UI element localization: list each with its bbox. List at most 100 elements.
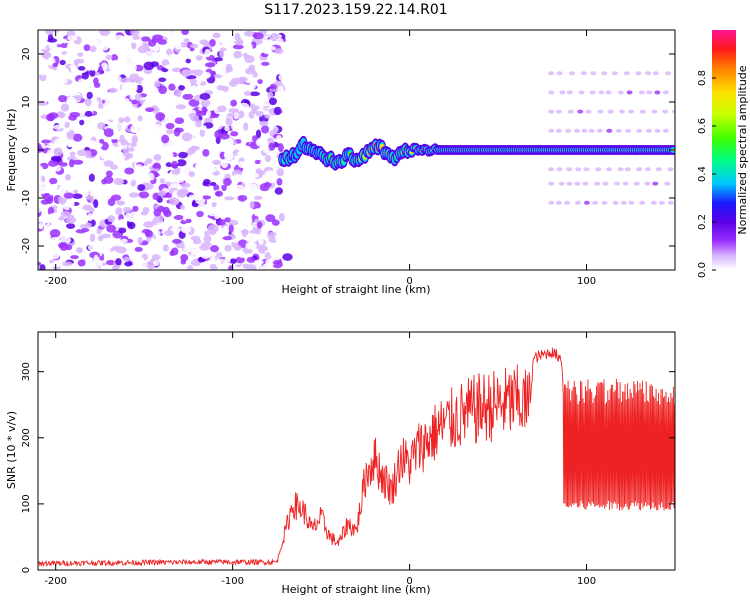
colorbar: 0.0 0.2 0.4 0.6 0.8 Normalized spectral ampl… (697, 30, 749, 278)
noise-blob (251, 135, 259, 142)
noise-blob (134, 217, 142, 223)
noise-blob (173, 215, 184, 220)
harmonic-blob (626, 90, 633, 95)
noise-blob (99, 138, 105, 144)
noise-blob (40, 92, 51, 97)
noise-blob (124, 261, 133, 267)
harmonic-blob (605, 167, 612, 172)
noise-blob (269, 83, 277, 90)
noise-blob (168, 53, 176, 59)
noise-blob (63, 127, 71, 133)
noise-blob (96, 259, 103, 267)
noise-blob (277, 143, 284, 152)
noise-blob (133, 200, 142, 206)
noise-blob (47, 33, 54, 42)
harmonic-blob (624, 167, 631, 172)
noise-blob (245, 79, 256, 84)
noise-blob (157, 190, 166, 197)
noise-blob (161, 199, 168, 209)
harmonic-blob (567, 109, 574, 114)
noise-blob (46, 131, 53, 140)
noise-blob (171, 160, 178, 169)
noise-blob (247, 183, 258, 192)
noise-blob (208, 103, 215, 111)
noise-blob (57, 203, 65, 211)
noise-blob (96, 174, 102, 181)
noise-blob (269, 251, 279, 257)
noise-blob (77, 52, 84, 57)
harmonic-blob (628, 200, 635, 205)
noise-blob (161, 53, 169, 60)
noise-blob (58, 111, 66, 119)
noise-blob (108, 87, 118, 94)
noise-blob (189, 43, 199, 49)
noise-blob (264, 262, 275, 267)
noise-blob (83, 44, 91, 52)
noise-blob (264, 181, 272, 188)
harmonic-blob (615, 128, 622, 133)
harmonic-blob (601, 200, 608, 205)
noise-blob (226, 137, 234, 147)
noise-blob (224, 217, 231, 223)
noise-blob (154, 230, 161, 237)
noise-blob (107, 209, 117, 217)
noise-blob (255, 167, 262, 174)
noise-blob (231, 122, 241, 131)
noise-blob (224, 196, 235, 201)
noise-blob (65, 216, 77, 224)
noise-blob (81, 128, 89, 135)
noise-blob (246, 129, 253, 136)
noise-blob (275, 116, 284, 121)
noise-blob (185, 218, 192, 224)
noise-blob (222, 236, 233, 241)
noise-blob (59, 78, 68, 84)
harmonic-blob (617, 90, 624, 95)
noise-blob (46, 106, 53, 114)
noise-blob (255, 129, 262, 139)
noise-blob (97, 122, 106, 130)
harmonic-blob (654, 90, 661, 95)
noise-blob (138, 232, 146, 239)
noise-blob (110, 164, 119, 170)
harmonic-blob (617, 167, 624, 172)
noise-blob (92, 169, 98, 175)
noise-blob (168, 156, 175, 161)
noise-blob (115, 258, 122, 266)
noise-blob (172, 238, 182, 244)
colorbar-tick-label: 0.8 (697, 70, 708, 86)
noise-blob (158, 85, 168, 95)
harmonic-blob (628, 109, 635, 114)
noise-blob (113, 177, 125, 186)
noise-blob (206, 110, 212, 118)
noise-blob (210, 244, 219, 253)
noise-blob (233, 184, 245, 194)
noise-blob (152, 124, 162, 130)
noise-blob (146, 262, 155, 270)
noise-blob (196, 210, 204, 218)
noise-blob (79, 171, 88, 180)
noise-blob (102, 95, 110, 101)
noise-blob (188, 112, 197, 118)
noise-blob (256, 99, 263, 105)
noise-blob (214, 150, 220, 157)
noise-blob (271, 219, 280, 226)
noise-blob (99, 30, 111, 37)
noise-blob (246, 233, 257, 242)
noise-blob (165, 99, 173, 109)
noise-blob (232, 44, 244, 50)
noise-blob (116, 218, 128, 228)
noise-blob (45, 223, 52, 232)
spectrogram-y-axis-label: Frequency (Hz) (5, 109, 18, 192)
noise-blob (276, 178, 283, 186)
noise-blob (108, 62, 120, 72)
noise-blob (88, 64, 99, 71)
noise-blob (160, 151, 168, 157)
noise-blob (166, 141, 177, 149)
noise-blob (138, 191, 150, 199)
noise-blob (137, 106, 147, 115)
noise-blob (157, 95, 165, 100)
noise-blob (78, 184, 87, 190)
noise-blob (194, 163, 202, 170)
noise-blob (184, 88, 191, 95)
noise-blob (171, 169, 180, 176)
